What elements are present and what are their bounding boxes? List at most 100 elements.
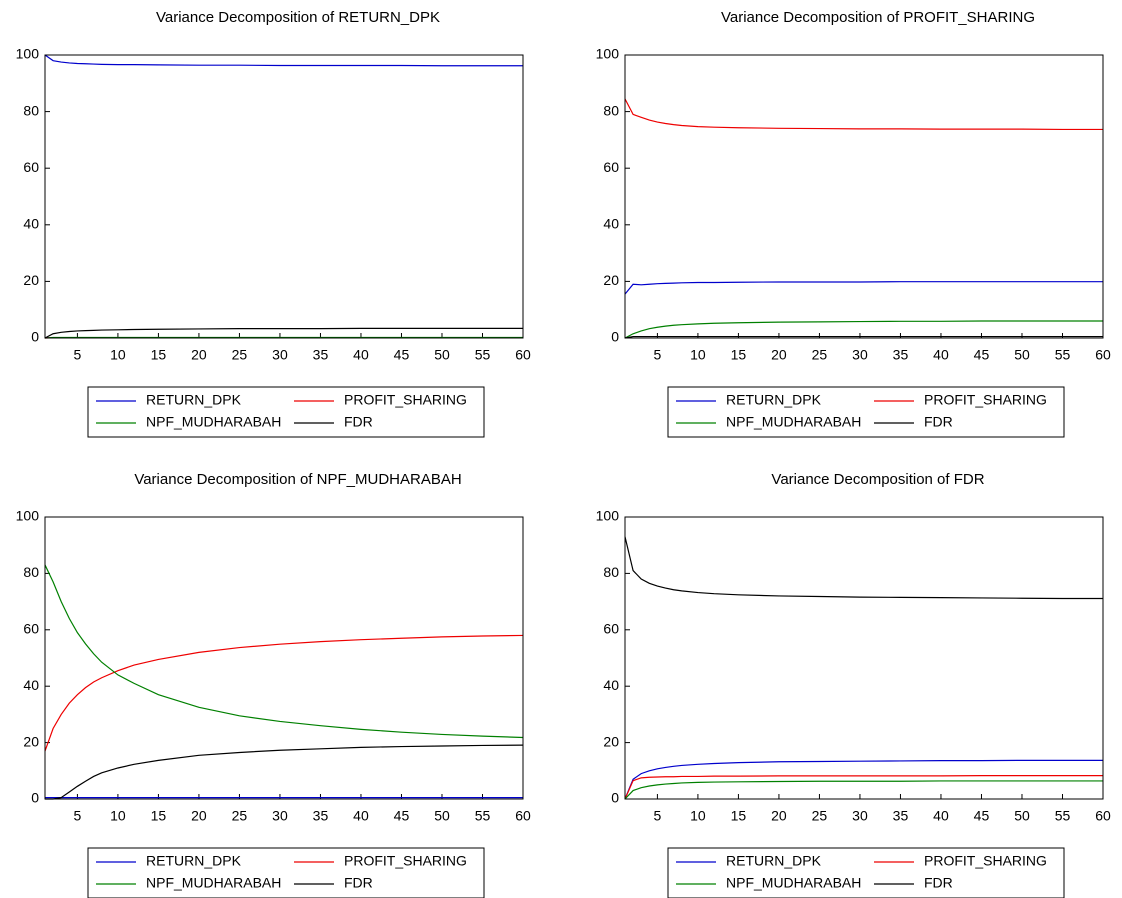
y-tick-label: 100 xyxy=(596,46,620,62)
x-tick-label: 25 xyxy=(812,347,828,363)
legend-label: PROFIT_SHARING xyxy=(924,392,1047,408)
y-tick-label: 0 xyxy=(611,790,619,806)
legend-label: FDR xyxy=(924,875,953,891)
y-tick-label: 0 xyxy=(611,329,619,345)
y-tick-label: 40 xyxy=(23,216,39,232)
x-tick-label: 50 xyxy=(1014,808,1030,824)
x-tick-label: 35 xyxy=(893,808,909,824)
series-line xyxy=(44,336,523,339)
series-line xyxy=(624,759,1103,800)
series-line xyxy=(44,327,523,339)
y-tick-label: 20 xyxy=(23,272,39,288)
x-tick-label: 35 xyxy=(313,347,329,363)
series-line xyxy=(624,780,1103,800)
x-tick-label: 50 xyxy=(434,808,450,824)
x-tick-label: 20 xyxy=(771,347,787,363)
legend-label: FDR xyxy=(924,414,953,430)
x-tick-label: 35 xyxy=(893,347,909,363)
x-tick-label: 45 xyxy=(394,347,410,363)
x-tick-label: 40 xyxy=(353,347,369,363)
y-tick-label: 80 xyxy=(23,564,39,580)
x-tick-label: 10 xyxy=(110,808,126,824)
x-tick-label: 30 xyxy=(272,808,288,824)
x-tick-label: 20 xyxy=(191,808,207,824)
series-line xyxy=(624,320,1103,339)
y-tick-label: 100 xyxy=(16,46,40,62)
x-tick-label: 45 xyxy=(394,808,410,824)
legend-label: FDR xyxy=(344,414,373,430)
legend-label: RETURN_DPK xyxy=(726,392,822,408)
legend-label: RETURN_DPK xyxy=(146,853,242,869)
x-tick-label: 45 xyxy=(974,808,990,824)
x-tick-label: 25 xyxy=(232,347,248,363)
legend-label: NPF_MUDHARABAH xyxy=(146,414,281,430)
y-tick-label: 60 xyxy=(603,621,619,637)
y-tick-label: 80 xyxy=(603,102,619,118)
series-line xyxy=(44,634,524,752)
legend-label: NPF_MUDHARABAH xyxy=(726,875,861,891)
x-tick-label: 20 xyxy=(191,347,207,363)
series-line xyxy=(44,564,524,739)
x-tick-label: 15 xyxy=(151,347,167,363)
x-tick-label: 40 xyxy=(933,808,949,824)
plot-frame xyxy=(624,516,1104,800)
x-tick-label: 55 xyxy=(475,808,491,824)
y-tick-label: 20 xyxy=(603,272,619,288)
plot-frame xyxy=(44,516,524,800)
series-line xyxy=(624,774,1103,800)
x-tick-label: 15 xyxy=(731,808,747,824)
series-line xyxy=(45,744,524,800)
y-tick-label: 20 xyxy=(23,733,39,749)
y-tick-label: 80 xyxy=(23,102,39,118)
series-line xyxy=(624,536,1103,600)
chart-title: Variance Decomposition of PROFIT_SHARING xyxy=(721,9,1035,26)
x-tick-label: 55 xyxy=(1055,808,1071,824)
y-tick-label: 40 xyxy=(603,216,619,232)
x-tick-label: 40 xyxy=(933,347,949,363)
chart-title: Variance Decomposition of FDR xyxy=(771,471,984,488)
x-tick-label: 60 xyxy=(1095,808,1111,824)
y-tick-label: 100 xyxy=(596,508,620,524)
legend-label: NPF_MUDHARABAH xyxy=(146,875,281,891)
legend-label: PROFIT_SHARING xyxy=(344,392,467,408)
x-tick-label: 60 xyxy=(1095,347,1111,363)
x-tick-label: 25 xyxy=(812,808,828,824)
legend-label: RETURN_DPK xyxy=(726,853,822,869)
legend-label: NPF_MUDHARABAH xyxy=(726,414,861,430)
legend-label: PROFIT_SHARING xyxy=(344,853,467,869)
series-line xyxy=(624,335,1103,339)
x-tick-label: 40 xyxy=(353,808,369,824)
x-tick-label: 5 xyxy=(74,347,82,363)
x-tick-label: 20 xyxy=(771,808,787,824)
x-tick-label: 10 xyxy=(110,347,126,363)
x-tick-label: 45 xyxy=(974,347,990,363)
x-tick-label: 30 xyxy=(272,347,288,363)
y-tick-label: 80 xyxy=(603,564,619,580)
y-tick-label: 20 xyxy=(603,733,619,749)
chart-title: Variance Decomposition of RETURN_DPK xyxy=(156,9,440,26)
x-tick-label: 15 xyxy=(731,347,747,363)
x-tick-label: 5 xyxy=(74,808,82,824)
legend-box xyxy=(87,847,485,898)
x-tick-label: 5 xyxy=(654,347,662,363)
series-line xyxy=(44,54,523,67)
legend-box xyxy=(667,847,1065,898)
x-tick-label: 5 xyxy=(654,808,662,824)
legend-box xyxy=(87,386,485,438)
legend-label: FDR xyxy=(344,875,373,891)
x-tick-label: 60 xyxy=(515,808,531,824)
y-tick-label: 100 xyxy=(16,508,40,524)
x-tick-label: 60 xyxy=(515,347,531,363)
plot-frame xyxy=(624,54,1104,339)
x-tick-label: 55 xyxy=(1055,347,1071,363)
x-tick-label: 10 xyxy=(690,808,706,824)
y-tick-label: 60 xyxy=(23,159,39,175)
plot-frame xyxy=(44,54,524,339)
legend-label: PROFIT_SHARING xyxy=(924,853,1047,869)
legend-label: RETURN_DPK xyxy=(146,392,242,408)
x-tick-label: 35 xyxy=(313,808,329,824)
y-tick-label: 40 xyxy=(603,677,619,693)
y-tick-label: 40 xyxy=(23,677,39,693)
legend-box xyxy=(667,386,1065,438)
